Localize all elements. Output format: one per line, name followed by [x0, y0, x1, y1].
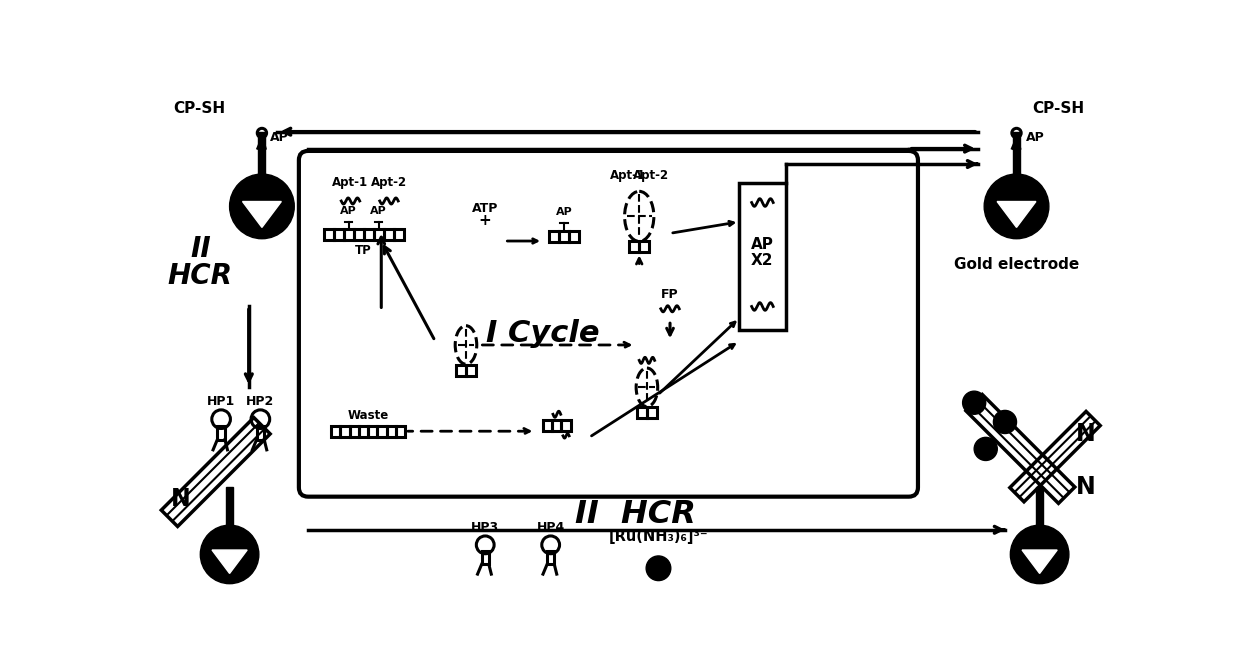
Text: N: N [171, 487, 191, 511]
Bar [341, 426, 349, 437]
Polygon shape [997, 202, 1036, 227]
Bar [333, 229, 343, 240]
Text: CP-SH: CP-SH [1032, 101, 1084, 116]
Text: Apt-2: Apt-2 [370, 176, 408, 188]
Bar [466, 365, 476, 375]
Bar [387, 426, 396, 437]
Bar [740, 183, 786, 330]
Bar [384, 229, 394, 240]
Text: ATP: ATP [472, 202, 498, 215]
Text: FP: FP [662, 288, 679, 301]
Bar [343, 229, 353, 240]
Bar [353, 229, 363, 240]
Circle shape [984, 174, 1049, 239]
Bar [217, 426, 225, 440]
Bar [1014, 132, 1020, 174]
Text: Apt-1: Apt-1 [332, 176, 368, 188]
Bar [629, 241, 639, 252]
Text: AP: AP [751, 237, 774, 253]
Text: II  HCR: II HCR [575, 499, 696, 530]
Bar [1036, 486, 1043, 525]
Circle shape [229, 174, 295, 239]
Text: II: II [190, 235, 211, 262]
Bar [561, 420, 571, 431]
Text: HP4: HP4 [536, 521, 565, 533]
Bar [394, 229, 404, 240]
Text: AP: AP [270, 132, 289, 144]
Text: HP3: HP3 [471, 521, 499, 533]
Text: AP: AP [370, 206, 387, 215]
Text: N: N [1075, 475, 1095, 500]
Circle shape [974, 438, 997, 461]
Text: I Cycle: I Cycle [486, 319, 600, 348]
Text: Waste: Waste [348, 409, 389, 422]
Bar [548, 551, 554, 564]
Text: HP1: HP1 [207, 395, 235, 408]
Bar [349, 426, 359, 437]
Bar [549, 231, 559, 242]
Text: HCR: HCR [167, 262, 233, 290]
Bar [331, 426, 341, 437]
Text: [Ru(NH₃)₆]³⁻: [Ru(NH₃)₆]³⁻ [608, 529, 709, 544]
Bar [368, 426, 378, 437]
Polygon shape [212, 550, 247, 574]
Bar [559, 231, 569, 242]
Circle shape [647, 556, 670, 580]
Bar [569, 231, 579, 242]
Circle shape [963, 391, 986, 414]
Text: Apt-2: Apt-2 [633, 169, 669, 182]
Bar [456, 365, 466, 375]
Bar [260, 136, 264, 143]
Bar [482, 551, 489, 564]
Bar [553, 420, 561, 431]
Text: Gold electrode: Gold electrode [954, 256, 1079, 272]
Text: AP: AP [556, 207, 572, 217]
Bar [543, 420, 553, 431]
Text: X2: X2 [751, 253, 773, 268]
Bar [225, 486, 233, 525]
Bar [374, 229, 384, 240]
Bar [378, 426, 387, 437]
Bar [363, 229, 374, 240]
Bar [256, 426, 264, 440]
Text: CP-SH: CP-SH [173, 101, 225, 116]
Bar [1015, 136, 1018, 143]
Bar [637, 407, 647, 418]
Text: AP: AP [1026, 132, 1044, 144]
Bar [359, 426, 368, 437]
Bar [396, 426, 405, 437]
Circle shape [201, 525, 259, 584]
Circle shape [994, 410, 1016, 434]
Bar [323, 229, 333, 240]
Polygon shape [243, 202, 281, 227]
Circle shape [1010, 525, 1069, 584]
Bar [639, 241, 649, 252]
Polygon shape [1022, 550, 1057, 574]
Bar [647, 407, 657, 418]
Text: TP: TP [356, 244, 372, 257]
Text: AP: AP [341, 206, 357, 215]
Bar [259, 132, 265, 174]
Text: +: + [478, 213, 492, 228]
Text: HP2: HP2 [247, 395, 275, 408]
Text: Apt-1: Apt-1 [610, 169, 646, 182]
Text: N: N [1075, 422, 1095, 446]
